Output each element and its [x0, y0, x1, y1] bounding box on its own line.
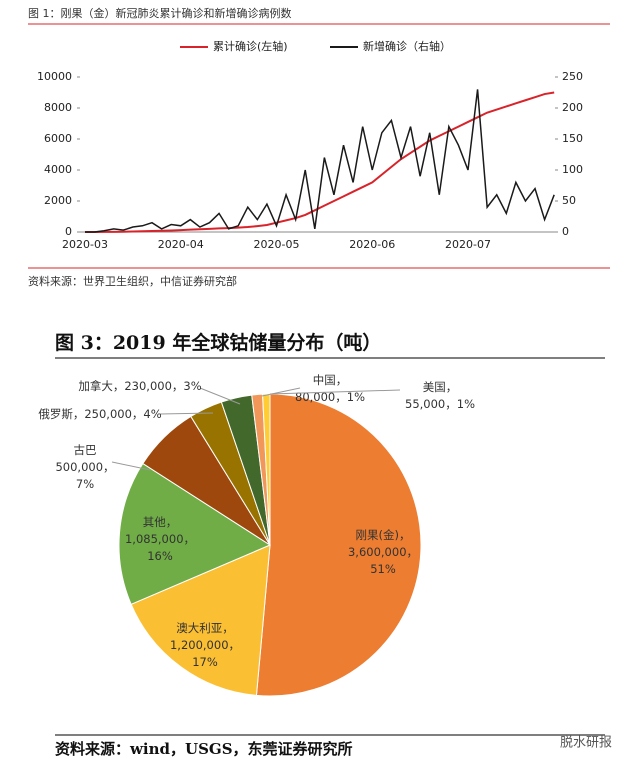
slice-label-part: 澳大利亚 — [176, 621, 222, 635]
slice-label-part: 1,085,000 — [125, 532, 184, 546]
source: 资料来源：wind，USGS，东莞证券研究所 — [55, 740, 353, 758]
y2-tick-label: 200 — [562, 101, 583, 114]
slice-label-part: 3,600,000 — [348, 545, 407, 559]
leader-line — [261, 387, 301, 397]
slice-label-part: 1% — [457, 397, 475, 411]
slice-label: 古巴 — [74, 443, 97, 457]
y-tick-label: 2000 — [44, 194, 72, 207]
slice-label-part: ， — [132, 407, 144, 421]
slice-label-part: 500,000 — [55, 460, 103, 474]
x-tick-label: 2020-03 — [62, 238, 108, 251]
slice-label-part: 17% — [192, 655, 218, 669]
pie-slice — [130, 544, 271, 696]
watermark: 脱水研报 — [560, 736, 612, 751]
slice-label-part: 80,000 — [295, 390, 335, 404]
slice-label: 7% — [76, 477, 94, 491]
slice-label: 500,000， — [55, 460, 114, 474]
y2-tick-label: 50 — [562, 194, 576, 207]
series-line — [84, 91, 555, 233]
slice-label-part: ， — [229, 638, 241, 652]
x-tick-label: 2020-05 — [254, 238, 300, 251]
slice-label: 其他， — [143, 515, 178, 529]
y2-tick-label: 250 — [562, 70, 583, 83]
source: 资料来源：世界卫生组织，中信证券研究部 — [28, 274, 237, 288]
chart-title: 图 3：2019 年全球钴储量分布（吨） — [55, 331, 381, 354]
slice-label-part: ， — [446, 380, 458, 394]
slice-label-part: ， — [73, 407, 85, 421]
slice-label-part: 古巴 — [74, 443, 97, 457]
slice-label: 刚果(金)， — [356, 528, 411, 542]
slice-label: 55,000，1% — [405, 397, 475, 411]
slice-label-part: 55,000 — [405, 397, 445, 411]
slice-label-part: ， — [336, 373, 348, 387]
slice-label-part: ， — [113, 379, 125, 393]
slice-label: 16% — [147, 549, 173, 563]
slice-label-part: ， — [222, 621, 234, 635]
leader-line — [199, 387, 241, 405]
slice-label: 3,600,000， — [348, 545, 418, 559]
y2-tick-label: 0 — [562, 225, 569, 238]
slice-label: 1,085,000， — [125, 532, 195, 546]
leader-line — [269, 389, 401, 395]
slice-label-part: 7% — [76, 477, 94, 491]
slice-label: 加拿大，230,000，3% — [78, 379, 201, 393]
slice-label-part: 250,000 — [84, 407, 132, 421]
slice-label-part: ， — [407, 545, 419, 559]
y2-tick-label: 150 — [562, 132, 583, 145]
pie-slice — [255, 393, 422, 697]
y-tick-label: 6000 — [44, 132, 72, 145]
slice-label: 俄罗斯，250,000，4% — [38, 407, 161, 421]
slice-label: 澳大利亚， — [176, 621, 234, 635]
leader-line — [111, 461, 151, 471]
y-tick-label: 10000 — [37, 70, 72, 83]
leader-line — [159, 412, 214, 415]
x-tick-label: 2020-07 — [445, 238, 491, 251]
slice-label: 17% — [192, 655, 218, 669]
chart-title: 图 1：刚果（金）新冠肺炎累计确诊和新增确诊病例数 — [28, 6, 292, 20]
slice-label: 51% — [370, 562, 396, 576]
slice-label-part: 16% — [147, 549, 173, 563]
slice-label-part: 51% — [370, 562, 396, 576]
slice-label-part: 其他 — [143, 515, 166, 529]
slice-label-part: 刚果(金) — [356, 528, 399, 542]
slice-label-part: ， — [399, 528, 411, 542]
slice-label-part: ， — [103, 460, 115, 474]
slice-label-part: 1,200,000 — [170, 638, 229, 652]
slice-label-part: ， — [184, 532, 196, 546]
slice-label-part: 3% — [183, 379, 201, 393]
x-tick-label: 2020-06 — [349, 238, 395, 251]
slice-label-part: 230,000 — [124, 379, 172, 393]
slice-label: 1,200,000， — [170, 638, 240, 652]
x-tick-label: 2020-04 — [158, 238, 204, 251]
slice-label-part: ， — [445, 397, 457, 411]
slice-label-part: 美国 — [423, 380, 446, 394]
series-line — [85, 89, 555, 233]
y-tick-label: 8000 — [44, 101, 72, 114]
y2-tick-label: 100 — [562, 163, 583, 176]
slice-label-part: 俄罗斯 — [38, 407, 73, 421]
y-tick-label: 0 — [65, 225, 72, 238]
slice-label-part: ， — [335, 390, 347, 404]
slice-label-part: 加拿大 — [78, 379, 113, 393]
slice-label: 美国， — [423, 380, 458, 394]
slice-label: 中国， — [313, 373, 348, 387]
legend-label: 新增确诊（右轴） — [363, 39, 451, 53]
legend-label: 累计确诊(左轴) — [213, 39, 288, 53]
pie-slice — [118, 462, 272, 606]
slice-label-part: 1% — [347, 390, 365, 404]
slice-label-part: 4% — [143, 407, 161, 421]
slice-label-part: ， — [172, 379, 184, 393]
slice-label-part: 中国 — [313, 373, 336, 387]
slice-label-part: ， — [166, 515, 178, 529]
y-tick-label: 4000 — [44, 163, 72, 176]
